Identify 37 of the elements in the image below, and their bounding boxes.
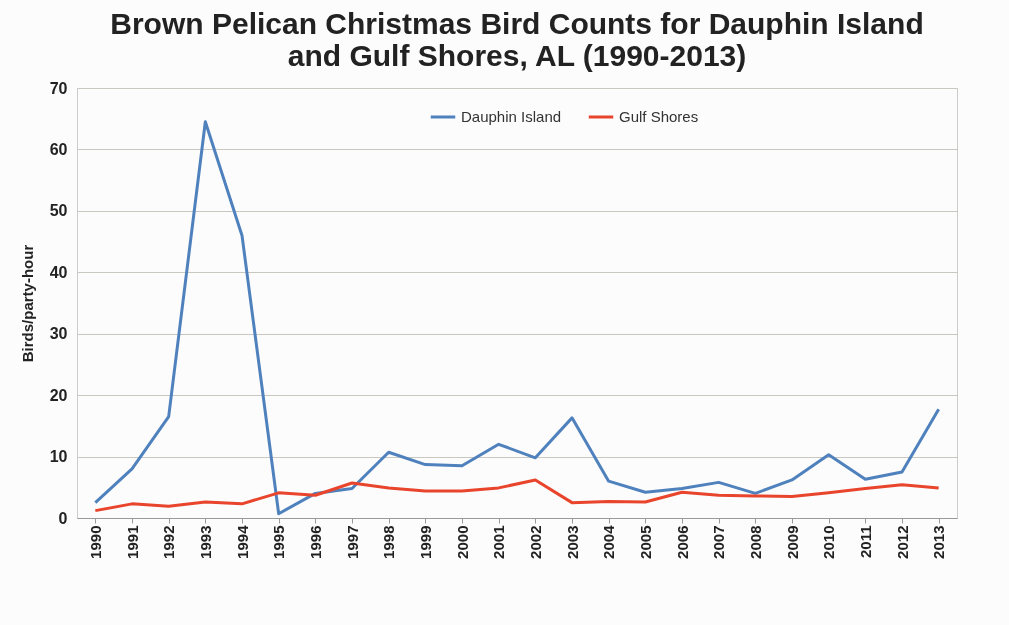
x-tick-label: 1998	[380, 525, 398, 559]
x-tick-label: 2008	[746, 525, 764, 559]
x-tick-label: 2000	[453, 525, 471, 559]
y-tick-label: 20	[49, 386, 68, 404]
x-tick-label: 2011	[856, 525, 874, 559]
x-tick-label: 1993	[196, 525, 214, 559]
x-tick-label: 1992	[160, 525, 178, 559]
x-tick-label: 1995	[270, 525, 288, 559]
y-tick-label: 10	[49, 448, 68, 466]
line-series	[93, 478, 941, 513]
x-tick-label: 1999	[416, 525, 434, 559]
x-tick-label: 2004	[600, 524, 618, 559]
y-axis-title: Birds/party-hour	[18, 244, 36, 363]
y-tick-label: 70	[49, 79, 68, 97]
x-tick-label: 1996	[306, 525, 324, 559]
x-tick-label: 2003	[563, 525, 581, 559]
x-tick-label: 2006	[673, 525, 691, 559]
y-tick-label: 0	[58, 509, 68, 527]
x-tick-label: 2012	[893, 525, 911, 559]
x-tick-label: 1991	[123, 525, 141, 559]
x-tick-label: 2009	[783, 525, 801, 559]
x-tick-label: 2002	[526, 525, 544, 559]
legend-label: Gulf Shores	[619, 108, 699, 125]
chart-title: Brown Pelican Christmas Bird Counts for Dauphin Island and Gulf Shores, AL (1990-2013)	[110, 7, 924, 72]
y-tick-label: 30	[49, 325, 68, 343]
x-tick-label: 1990	[86, 525, 104, 559]
x-tick-label: 1994	[233, 524, 251, 559]
legend-label: Dauphin Island	[461, 108, 562, 125]
y-tick-label: 40	[49, 263, 68, 281]
x-tick-label: 2001	[490, 525, 508, 559]
y-tick-label: 60	[49, 140, 68, 158]
x-tick-label: 2007	[710, 525, 728, 559]
x-tick-label: 2010	[820, 525, 838, 559]
x-tick-label: 2013	[930, 525, 948, 559]
x-tick-label: 2005	[636, 525, 654, 559]
y-tick-label: 50	[49, 202, 68, 220]
x-tick-label: 1997	[343, 525, 361, 559]
